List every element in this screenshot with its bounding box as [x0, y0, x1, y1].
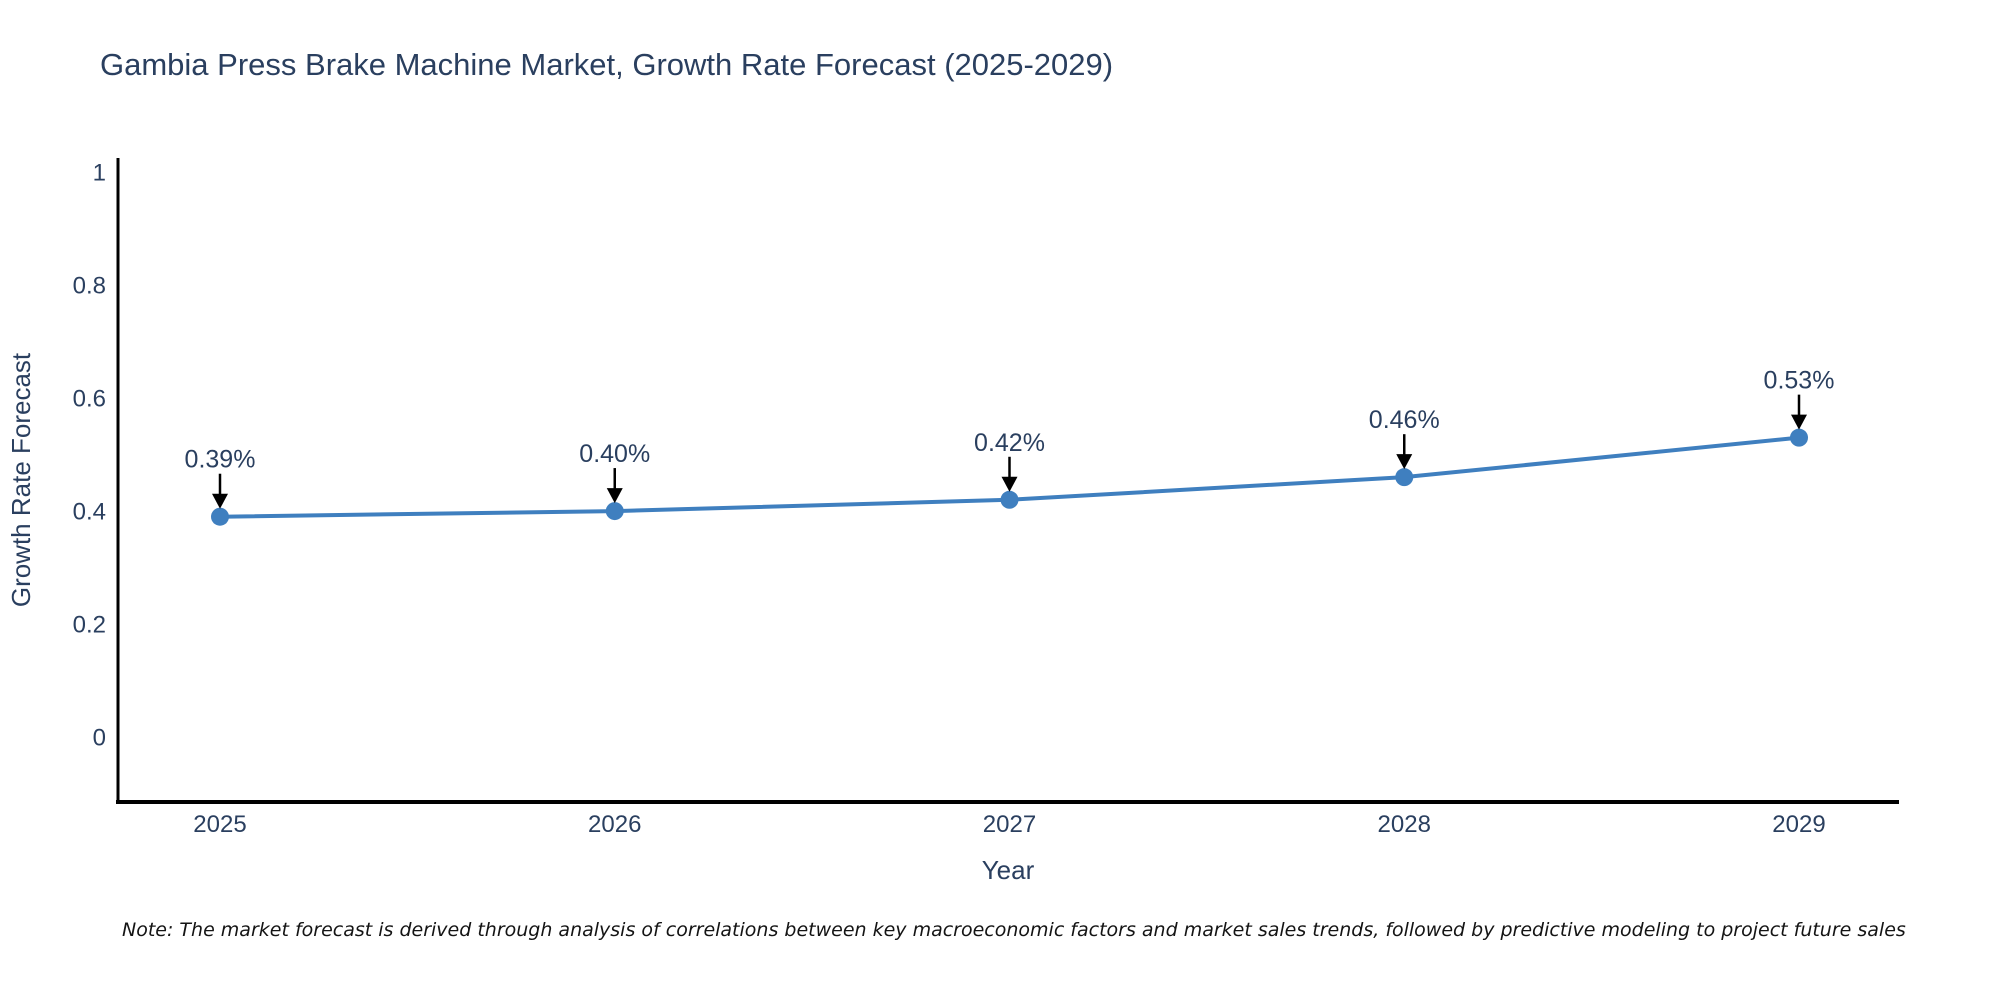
- x-tick-label: 2025: [193, 811, 246, 838]
- y-tick-label: 0: [93, 725, 106, 752]
- data-point-marker: [1000, 490, 1019, 509]
- y-tick-label: 0.2: [73, 612, 106, 639]
- annotation-arrowhead-icon: [1001, 476, 1018, 492]
- point-value-label: 0.46%: [1369, 406, 1440, 434]
- y-tick-label: 1: [93, 160, 106, 187]
- x-tick-label: 2027: [983, 811, 1036, 838]
- point-value-label: 0.53%: [1764, 367, 1835, 395]
- point-value-label: 0.40%: [579, 440, 650, 468]
- x-tick-label: 2026: [588, 811, 641, 838]
- annotation-arrowhead-icon: [606, 488, 623, 504]
- x-tick-label: 2028: [1378, 811, 1431, 838]
- annotation-arrowhead-icon: [1791, 414, 1807, 430]
- point-value-label: 0.39%: [185, 446, 256, 474]
- chart-title: Gambia Press Brake Machine Market, Growt…: [100, 47, 1114, 82]
- annotation-arrowhead-icon: [212, 493, 228, 509]
- y-tick-label: 0.4: [73, 499, 106, 526]
- x-tick-label: 2029: [1772, 811, 1825, 838]
- y-tick-label: 0.6: [73, 386, 106, 413]
- annotation-arrowhead-icon: [1396, 454, 1413, 470]
- point-value-label: 0.42%: [974, 429, 1045, 457]
- data-point-marker: [605, 502, 624, 521]
- data-point-marker: [1395, 468, 1414, 487]
- y-tick-label: 0.8: [73, 273, 106, 300]
- data-point-marker: [211, 507, 229, 526]
- y-axis-title: Growth Rate Forecast: [6, 352, 36, 607]
- data-point-marker: [1790, 428, 1808, 447]
- x-axis-title: Year: [982, 855, 1035, 885]
- footnote: Note: The market forecast is derived thr…: [122, 919, 1906, 941]
